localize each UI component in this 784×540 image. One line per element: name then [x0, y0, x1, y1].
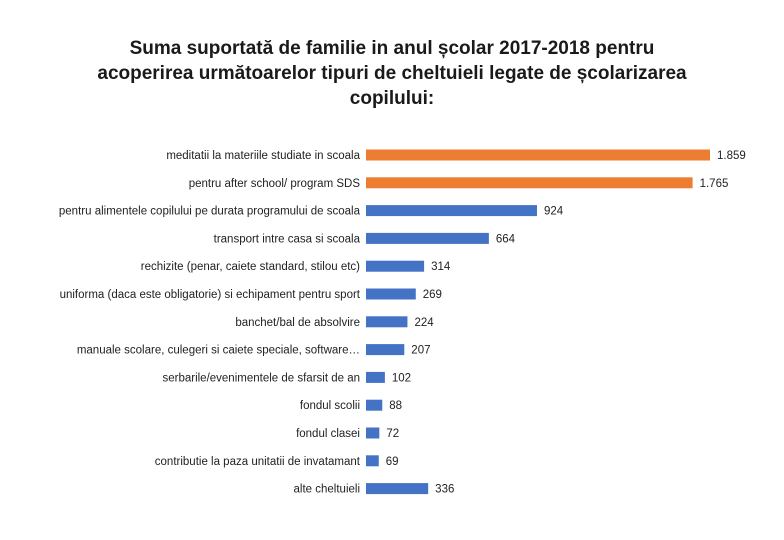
bar	[366, 344, 405, 356]
value-label: 269	[423, 289, 442, 301]
chart-title: Suma suportată de familie in anul școlar…	[92, 36, 692, 111]
bar	[366, 371, 385, 383]
category-label: transport intre casa si scoala	[214, 233, 361, 245]
category-label: pentru alimentele copilului pe durata pr…	[59, 206, 361, 218]
bar	[366, 288, 416, 300]
bar	[366, 316, 408, 328]
category-label: meditatii la materiile studiate in scoal…	[166, 150, 360, 162]
value-label: 924	[544, 206, 564, 218]
bar	[366, 232, 489, 244]
bar	[366, 455, 379, 467]
value-label: 336	[435, 484, 454, 496]
bar	[366, 483, 429, 495]
category-label: fondul scolii	[300, 400, 360, 412]
value-label: 1.765	[700, 178, 729, 190]
value-label: 1.859	[717, 150, 746, 162]
bar	[366, 260, 425, 272]
value-label: 69	[386, 456, 399, 468]
value-label: 207	[411, 345, 430, 357]
category-label: uniforma (daca este obligatorie) si echi…	[60, 289, 361, 301]
value-label: 102	[392, 372, 411, 384]
bar	[366, 399, 383, 411]
bar	[366, 205, 537, 217]
category-label: fondul clasei	[296, 428, 360, 440]
category-label: alte cheltuieli	[294, 484, 360, 496]
value-label: 664	[496, 233, 516, 245]
chart-title-line-1: Suma suportată de familie in anul școlar…	[129, 38, 655, 59]
value-label: 314	[431, 261, 451, 273]
category-label: manuale scolare, culegeri si caiete spec…	[77, 345, 360, 357]
category-label: serbarile/evenimentele de sfarsit de an	[162, 372, 360, 384]
value-label: 224	[414, 317, 434, 329]
value-label: 72	[386, 428, 399, 440]
category-label: banchet/bal de absolvire	[235, 317, 360, 329]
bar	[366, 149, 710, 161]
bar	[366, 427, 380, 439]
category-label: contributie la paza unitatii de invatama…	[155, 456, 361, 468]
chart-title-line-3: copilului:	[349, 88, 435, 109]
chart-title-line-2: acoperirea următoarelor tipuri de cheltu…	[97, 63, 687, 84]
bar	[366, 177, 693, 189]
category-label: rechizite (penar, caiete standard, stilo…	[141, 261, 360, 273]
value-label: 88	[389, 400, 402, 412]
category-label: pentru after school/ program SDS	[189, 178, 361, 190]
